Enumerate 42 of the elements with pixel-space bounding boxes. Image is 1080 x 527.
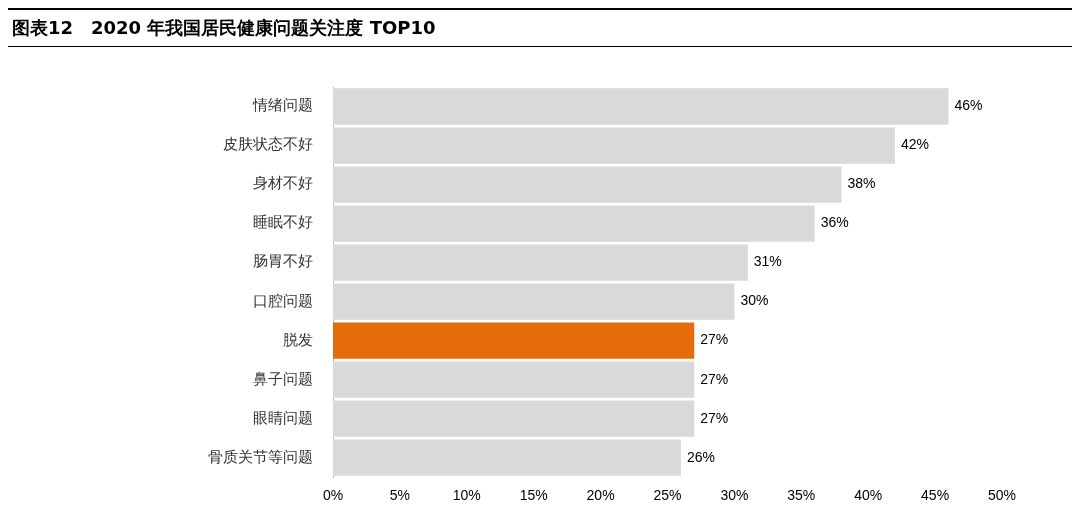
data-label: 27% [700, 331, 729, 348]
bar [333, 400, 695, 437]
bar [333, 244, 748, 281]
bar [333, 205, 815, 242]
data-label: 46% [954, 97, 983, 114]
data-label: 31% [753, 253, 782, 270]
y-tick-label: 睡眠不好 [253, 213, 313, 232]
data-label: 26% [686, 448, 715, 465]
bar [333, 166, 842, 203]
x-tick-label: 50% [987, 487, 1017, 504]
chart-title: 图表12 2020 年我国居民健康问题关注度 TOP10 [8, 8, 1072, 47]
x-tick-label: 25% [653, 487, 682, 504]
y-tick-label: 皮肤状态不好 [223, 135, 313, 154]
y-tick-label: 眼睛问题 [253, 408, 313, 427]
x-tick-label: 35% [787, 487, 816, 504]
data-label: 38% [847, 175, 876, 192]
bar [333, 439, 681, 476]
bar [333, 127, 895, 164]
y-tick-label: 脱发 [283, 330, 313, 349]
x-tick-label: 15% [519, 487, 548, 504]
x-tick-label: 40% [854, 487, 883, 504]
data-label: 42% [900, 136, 929, 153]
y-tick-label: 身材不好 [253, 174, 313, 193]
x-tick-label: 10% [452, 487, 481, 504]
data-label: 27% [700, 409, 729, 426]
bar [333, 322, 695, 359]
x-tick-label: 20% [586, 487, 615, 504]
bar [333, 361, 695, 398]
x-tick-label: 45% [921, 487, 950, 504]
bar [333, 283, 735, 320]
y-tick-label: 鼻子问题 [253, 369, 313, 388]
bar [333, 88, 949, 125]
y-tick-label: 骨质关节等问题 [208, 447, 313, 466]
y-tick-label: 肠胃不好 [253, 252, 313, 271]
y-tick-label: 口腔问题 [253, 291, 313, 310]
data-label: 36% [820, 214, 849, 231]
data-label: 27% [700, 370, 729, 387]
y-tick-label: 情绪问题 [252, 96, 313, 115]
data-label: 30% [740, 292, 769, 309]
x-tick-label: 5% [389, 487, 411, 504]
x-tick-label: 0% [322, 487, 344, 504]
x-tick-label: 30% [720, 487, 749, 504]
